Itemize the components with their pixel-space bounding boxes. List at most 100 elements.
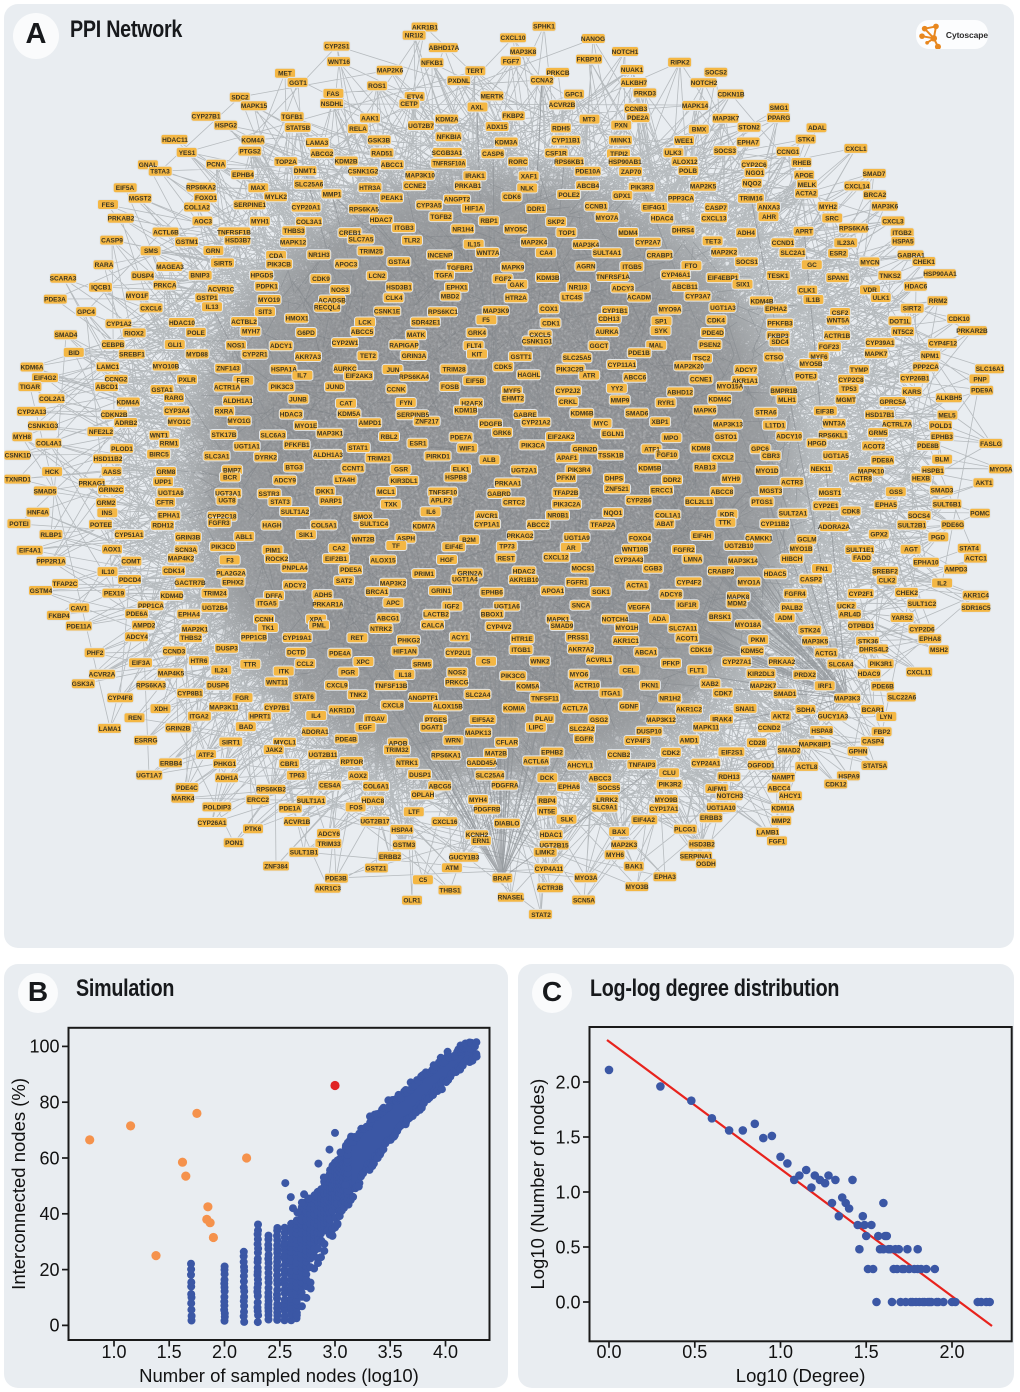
svg-text:TESK1: TESK1 xyxy=(768,273,789,280)
svg-text:ATM: ATM xyxy=(445,865,459,872)
svg-text:HAGH: HAGH xyxy=(262,523,281,530)
svg-text:APRT: APRT xyxy=(795,229,813,236)
svg-text:SMAD6: SMAD6 xyxy=(626,410,649,417)
svg-text:CYP4F8: CYP4F8 xyxy=(108,695,133,702)
svg-text:ADAL: ADAL xyxy=(808,125,826,132)
svg-text:ATR: ATR xyxy=(583,373,596,380)
svg-text:TNK2: TNK2 xyxy=(350,692,367,699)
svg-text:SMAD5: SMAD5 xyxy=(34,488,57,495)
svg-text:HSP90AB1: HSP90AB1 xyxy=(608,159,642,166)
svg-text:RBL2: RBL2 xyxy=(381,434,398,441)
svg-text:40: 40 xyxy=(39,1204,59,1224)
svg-text:CDKN1B: CDKN1B xyxy=(717,91,744,98)
svg-text:KDM6B: KDM6B xyxy=(570,411,593,418)
svg-text:KDM4C: KDM4C xyxy=(708,397,731,404)
svg-text:TGFBR1: TGFBR1 xyxy=(447,265,473,272)
svg-text:CDK5: CDK5 xyxy=(494,364,512,371)
svg-text:ACTC1: ACTC1 xyxy=(965,556,987,563)
svg-text:NPM1: NPM1 xyxy=(921,353,939,360)
svg-text:MAP3K3: MAP3K3 xyxy=(834,696,861,703)
svg-text:ITK: ITK xyxy=(279,668,290,675)
svg-text:CEBPB: CEBPB xyxy=(102,342,125,349)
svg-text:CYP17A1: CYP17A1 xyxy=(650,806,679,813)
svg-text:VEGFA: VEGFA xyxy=(628,605,650,612)
svg-text:HTR6: HTR6 xyxy=(191,658,208,665)
svg-text:TP63: TP63 xyxy=(289,773,305,780)
svg-text:ACY1: ACY1 xyxy=(451,634,469,641)
svg-text:ACVR1B: ACVR1B xyxy=(284,819,311,826)
svg-text:PDE8B: PDE8B xyxy=(917,443,939,450)
svg-text:UGT1A5: UGT1A5 xyxy=(823,453,849,460)
svg-text:1.0: 1.0 xyxy=(101,1342,126,1362)
svg-text:PRKCG: PRKCG xyxy=(445,680,468,687)
svg-text:CCNG1: CCNG1 xyxy=(777,149,800,156)
svg-text:RPS6KA1: RPS6KA1 xyxy=(431,753,461,760)
svg-text:IL7: IL7 xyxy=(297,373,307,380)
svg-text:GGCT: GGCT xyxy=(590,343,609,350)
svg-text:AMPD1: AMPD1 xyxy=(359,420,382,427)
svg-text:TOP2A: TOP2A xyxy=(275,159,297,166)
svg-text:CRKL: CRKL xyxy=(559,399,577,406)
svg-text:STK4: STK4 xyxy=(798,137,815,144)
svg-text:GLI1: GLI1 xyxy=(168,342,183,349)
svg-text:ATF2: ATF2 xyxy=(198,752,214,759)
svg-text:CDK10: CDK10 xyxy=(948,316,970,323)
svg-text:CDK6: CDK6 xyxy=(503,194,521,201)
svg-text:EPHA6: EPHA6 xyxy=(558,784,580,791)
svg-text:WNK2: WNK2 xyxy=(530,659,550,666)
svg-text:MAP3K4: MAP3K4 xyxy=(573,242,600,249)
svg-text:ABCB11: ABCB11 xyxy=(672,284,698,291)
svg-text:KDR: KDR xyxy=(720,512,734,519)
svg-text:NR1H4: NR1H4 xyxy=(452,226,474,233)
svg-text:SOCS2: SOCS2 xyxy=(705,70,727,77)
svg-text:TNFSF11: TNFSF11 xyxy=(531,695,559,702)
svg-text:NQO2: NQO2 xyxy=(743,181,762,188)
svg-text:ADX15: ADX15 xyxy=(487,124,508,131)
svg-text:HDAC5: HDAC5 xyxy=(764,571,787,578)
svg-text:HSD3B2: HSD3B2 xyxy=(689,842,715,849)
svg-text:ALB: ALB xyxy=(482,457,496,464)
svg-text:UGT1A3: UGT1A3 xyxy=(710,305,736,312)
svg-text:MLH1: MLH1 xyxy=(778,397,796,404)
svg-text:GSTA4: GSTA4 xyxy=(388,259,410,266)
svg-text:TTR: TTR xyxy=(244,662,257,669)
svg-text:AKR1B1: AKR1B1 xyxy=(412,24,438,31)
svg-text:PIK3C3: PIK3C3 xyxy=(271,384,294,391)
svg-text:EHMT2: EHMT2 xyxy=(502,396,524,403)
svg-text:COX1: COX1 xyxy=(540,306,558,313)
svg-text:HGF: HGF xyxy=(440,557,454,564)
svg-text:UGT2B4: UGT2B4 xyxy=(202,605,228,612)
svg-text:TXNRD1: TXNRD1 xyxy=(5,477,31,484)
svg-text:UGT2B7: UGT2B7 xyxy=(408,123,434,130)
svg-text:KIR2DL3: KIR2DL3 xyxy=(747,671,774,678)
svg-text:HDAC3: HDAC3 xyxy=(280,412,303,419)
svg-text:JUND: JUND xyxy=(326,384,344,391)
svg-text:PPARG: PPARG xyxy=(768,115,791,122)
svg-text:0.0: 0.0 xyxy=(555,1292,580,1312)
svg-text:B2M: B2M xyxy=(462,537,476,544)
svg-text:TNFSF13B: TNFSF13B xyxy=(375,683,408,690)
svg-text:GPX1: GPX1 xyxy=(613,193,631,200)
svg-text:LYN: LYN xyxy=(880,714,893,721)
svg-text:60: 60 xyxy=(39,1148,59,1168)
svg-text:MAPK12: MAPK12 xyxy=(280,240,307,247)
svg-text:CYP2E1: CYP2E1 xyxy=(814,503,839,510)
svg-text:MAP4K5: MAP4K5 xyxy=(158,670,185,677)
svg-text:ACTG1: ACTG1 xyxy=(815,650,837,657)
svg-text:MAL: MAL xyxy=(649,343,663,350)
svg-text:ACTL6A: ACTL6A xyxy=(523,758,549,765)
svg-text:CAMKK1: CAMKK1 xyxy=(745,536,773,543)
svg-text:IGF2: IGF2 xyxy=(445,604,460,611)
svg-text:KIR3DL1: KIR3DL1 xyxy=(390,478,417,485)
svg-text:DGAT1: DGAT1 xyxy=(421,725,443,732)
svg-text:MSH2: MSH2 xyxy=(930,647,948,654)
svg-text:1.5: 1.5 xyxy=(157,1342,182,1362)
svg-text:ABCG1: ABCG1 xyxy=(377,615,400,622)
svg-text:PFKP: PFKP xyxy=(662,661,680,668)
svg-text:LMNA: LMNA xyxy=(684,556,703,563)
svg-text:CYP2C6: CYP2C6 xyxy=(741,162,767,169)
svg-text:FKBP2: FKBP2 xyxy=(502,113,524,120)
svg-text:ABCD1: ABCD1 xyxy=(96,384,119,391)
svg-text:CXCL11: CXCL11 xyxy=(907,669,932,676)
svg-text:NANOG: NANOG xyxy=(581,36,605,43)
